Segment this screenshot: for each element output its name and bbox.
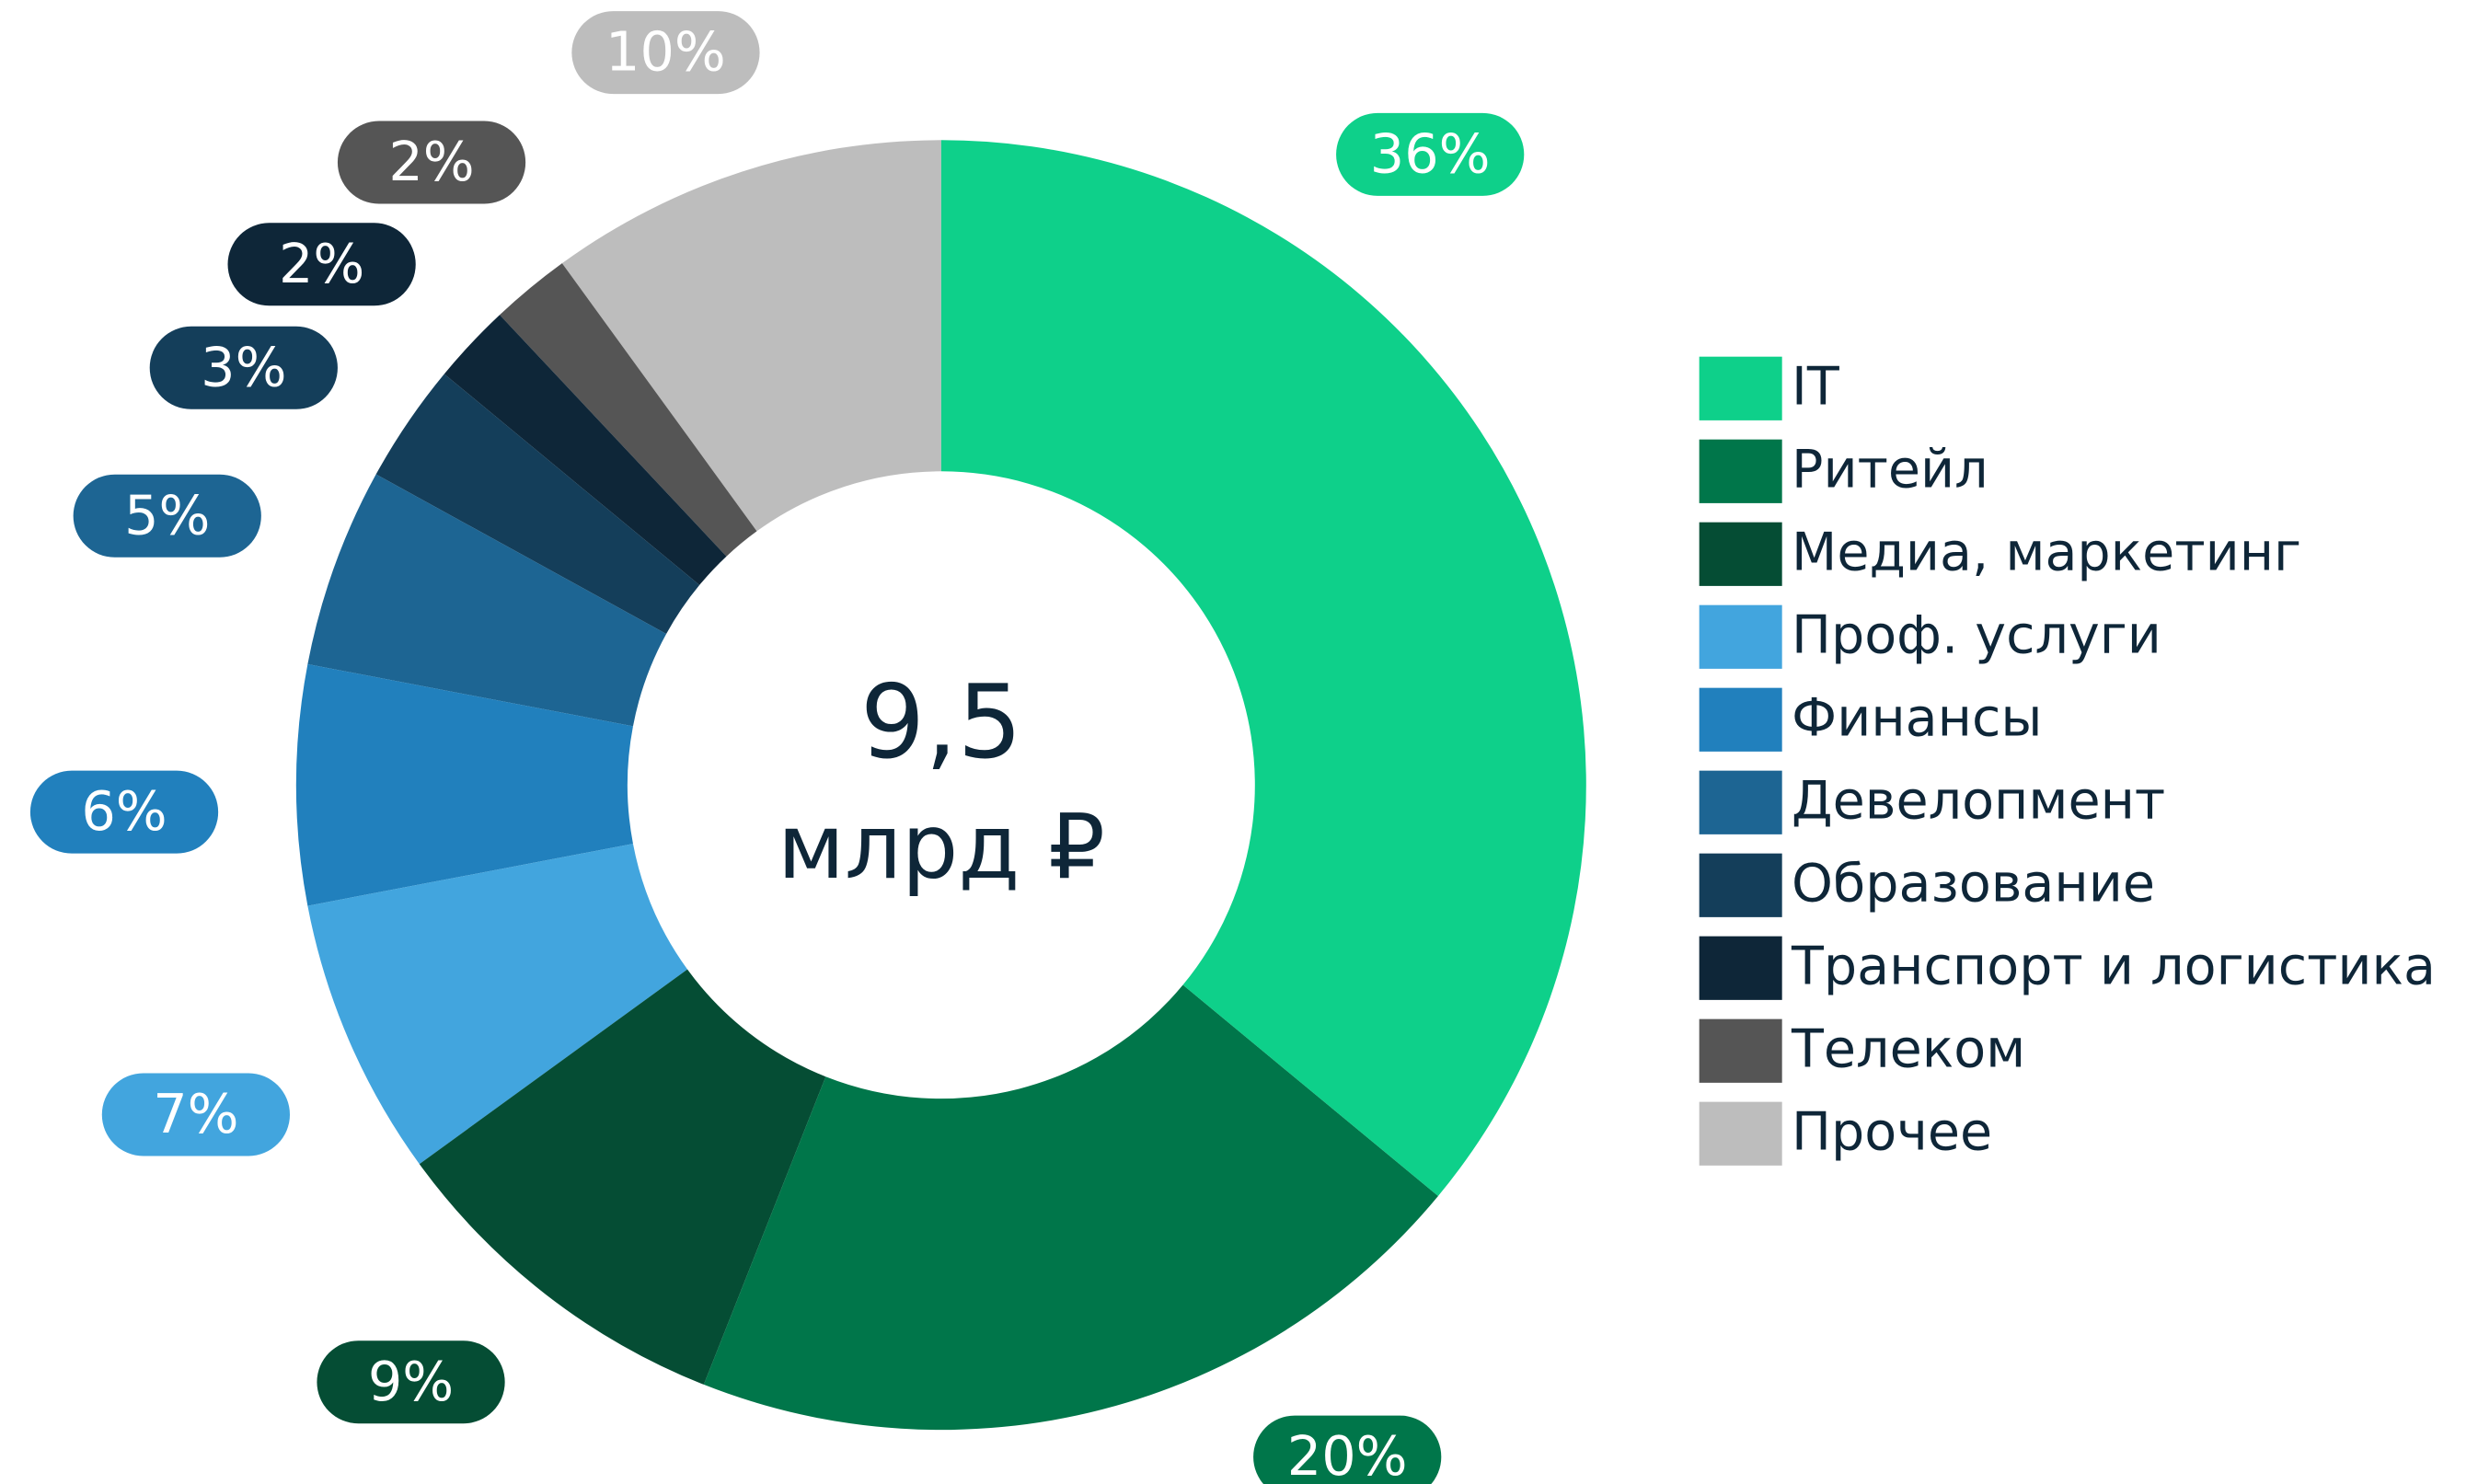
- data-label: 5%: [124, 483, 210, 546]
- legend-swatch: [1699, 936, 1782, 1000]
- data-label: 6%: [81, 779, 167, 843]
- legend: IT Ритейл Медиа, маркетинг Проф. услуги Фина…: [1699, 356, 2436, 1166]
- legend-label: Телеком: [1791, 1019, 2025, 1080]
- data-label: 9%: [368, 1350, 454, 1413]
- legend-label: Девелопмент: [1792, 771, 2165, 832]
- slice: [419, 969, 826, 1385]
- center-unit: млрд ₽: [778, 795, 1105, 899]
- slice: [307, 844, 688, 1165]
- data-label: 2%: [388, 130, 474, 193]
- label-pill: [1336, 112, 1525, 196]
- data-label: 7%: [153, 1082, 238, 1145]
- label-pill: [317, 1340, 505, 1424]
- legend-label: Проф. услуги: [1792, 605, 2161, 666]
- slice: [307, 474, 667, 727]
- legend-swatch: [1699, 604, 1782, 669]
- legend-label: Медиа, маркетинг: [1792, 523, 2301, 583]
- legend-swatch: [1699, 853, 1782, 917]
- legend-label: IT: [1792, 357, 1840, 418]
- slice: [444, 315, 727, 585]
- legend-swatch: [1699, 439, 1782, 503]
- legend-label: Ритейл: [1792, 440, 1988, 500]
- slice: [940, 140, 1586, 1197]
- label-pill: [73, 474, 261, 558]
- legend-swatch: [1699, 522, 1782, 586]
- data-label: 20%: [1287, 1424, 1408, 1484]
- data-label: 2%: [279, 232, 364, 295]
- legend-swatch: [1699, 1101, 1782, 1166]
- legend-swatch: [1699, 1018, 1782, 1083]
- slice: [500, 263, 757, 557]
- labels: 36% 20% 9% 7% 6% 5% 3% 2% 2% 10%: [29, 11, 1525, 1484]
- label-pill: [337, 121, 526, 204]
- legend-label: Финансы: [1792, 688, 2042, 749]
- legend-swatch: [1699, 356, 1782, 420]
- label-pill: [101, 1073, 291, 1156]
- slice: [375, 374, 700, 634]
- label-pill: [149, 326, 338, 409]
- slice: [295, 663, 633, 906]
- data-label: 10%: [605, 20, 726, 84]
- slice: [561, 140, 941, 532]
- data-label: 3%: [201, 335, 286, 398]
- legend-label: Транспорт и логистика: [1791, 937, 2436, 997]
- label-pill: [571, 11, 760, 95]
- legend-label: Прочее: [1792, 1102, 1992, 1163]
- data-label: 36%: [1370, 121, 1491, 185]
- slice: [703, 984, 1438, 1431]
- label-pill: [1253, 1415, 1442, 1484]
- label-pill: [29, 770, 219, 854]
- label-pill: [227, 223, 416, 306]
- legend-swatch: [1699, 770, 1782, 834]
- legend-swatch: [1699, 687, 1782, 752]
- center-value: 9,5: [860, 663, 1022, 782]
- legend-label: Образование: [1792, 854, 2155, 915]
